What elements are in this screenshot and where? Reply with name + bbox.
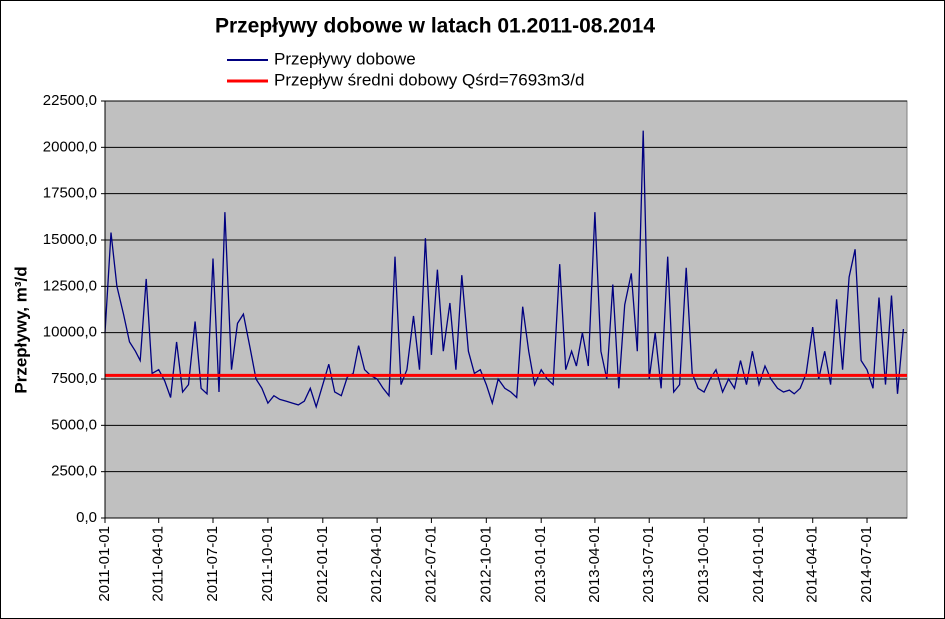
y-tick-label: 22500,0	[43, 92, 97, 109]
y-tick-label: 17500,0	[43, 185, 97, 202]
x-tick-label: 2011-04-01	[150, 526, 167, 602]
x-tick-label: 2014-01-01	[750, 526, 767, 603]
legend-label: Przepływy dobowe	[274, 49, 416, 68]
x-tick-label: 2011-07-01	[204, 526, 221, 602]
x-tick-label: 2012-04-01	[368, 526, 385, 603]
y-tick-label: 0,0	[76, 509, 97, 526]
x-tick-label: 2012-10-01	[477, 526, 494, 603]
y-tick-label: 7500,0	[51, 370, 97, 387]
y-tick-label: 12500,0	[43, 277, 97, 294]
x-tick-label: 2012-01-01	[314, 526, 331, 603]
plot-area	[104, 100, 908, 519]
y-tick-label: 20000,0	[43, 138, 97, 155]
y-tick-label: 15000,0	[43, 231, 97, 248]
legend-label: Przepływ średni dobowy Qśrd=7693m3/d	[274, 70, 584, 89]
y-axis-label: Przepływy, m³/d	[11, 266, 30, 393]
x-tick-label: 2013-04-01	[586, 526, 603, 603]
y-tick-label: 5000,0	[51, 416, 97, 433]
x-tick-label: 2013-07-01	[640, 526, 657, 603]
y-tick-label: 10000,0	[43, 324, 97, 341]
flow-line	[104, 130, 905, 410]
x-tick-label: 2013-01-01	[532, 526, 549, 603]
x-tick-label: 2014-04-01	[804, 526, 821, 603]
x-tick-label: 2012-07-01	[422, 526, 439, 603]
x-tick-label: 2013-10-01	[695, 526, 712, 603]
x-tick-label: 2011-01-01	[96, 526, 113, 602]
chart-title: Przepływy dobowe w latach 01.2011-08.201…	[215, 15, 655, 38]
y-tick-label: 2500,0	[51, 463, 97, 480]
x-tick-label: 2011-10-01	[259, 526, 276, 602]
x-tick-label: 2014-07-01	[858, 526, 875, 603]
